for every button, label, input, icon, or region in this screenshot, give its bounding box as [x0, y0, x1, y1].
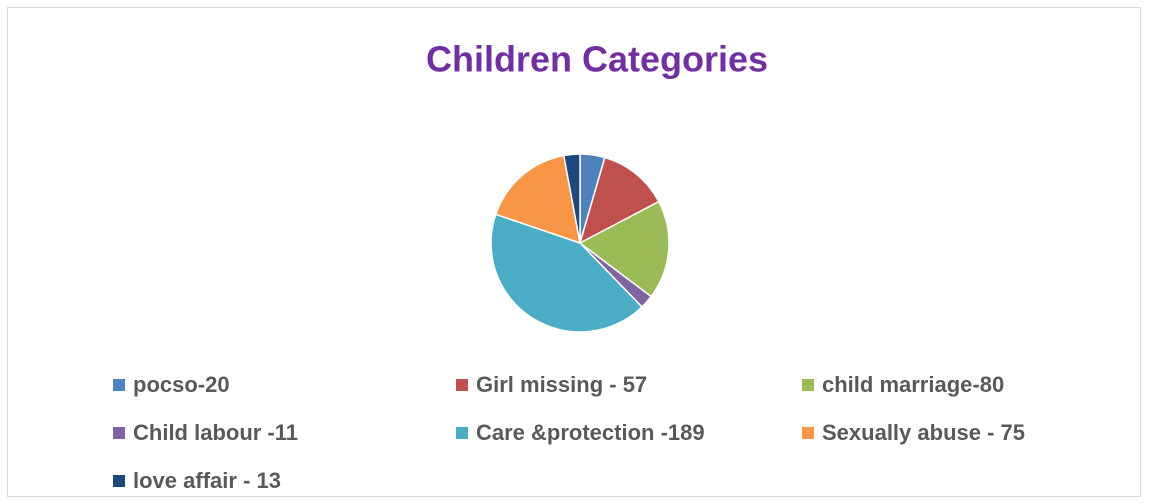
legend-marker	[113, 379, 125, 391]
pie-slice	[562, 153, 581, 244]
legend-label: Sexually abuse - 75	[822, 420, 1025, 445]
legend-marker	[113, 427, 125, 439]
legend-marker	[456, 427, 468, 439]
pie-slice	[578, 156, 660, 245]
legend-label: Care &protection -189	[476, 420, 705, 445]
legend-label: Child labour -11	[133, 420, 298, 445]
legend-label: Girl missing - 57	[476, 372, 647, 397]
legend-marker	[456, 379, 468, 391]
pie-slice	[494, 154, 581, 245]
legend-label: child marriage-80	[822, 372, 1004, 397]
chart-title: Children Categories	[426, 39, 768, 80]
legend-label: pocso-20	[133, 372, 230, 397]
legend-marker	[802, 427, 814, 439]
legend-marker	[802, 379, 814, 391]
legend-label: love affair - 13	[133, 468, 281, 493]
pie-slice	[578, 200, 670, 298]
pie-slice	[490, 213, 643, 333]
legend-marker	[113, 475, 125, 487]
